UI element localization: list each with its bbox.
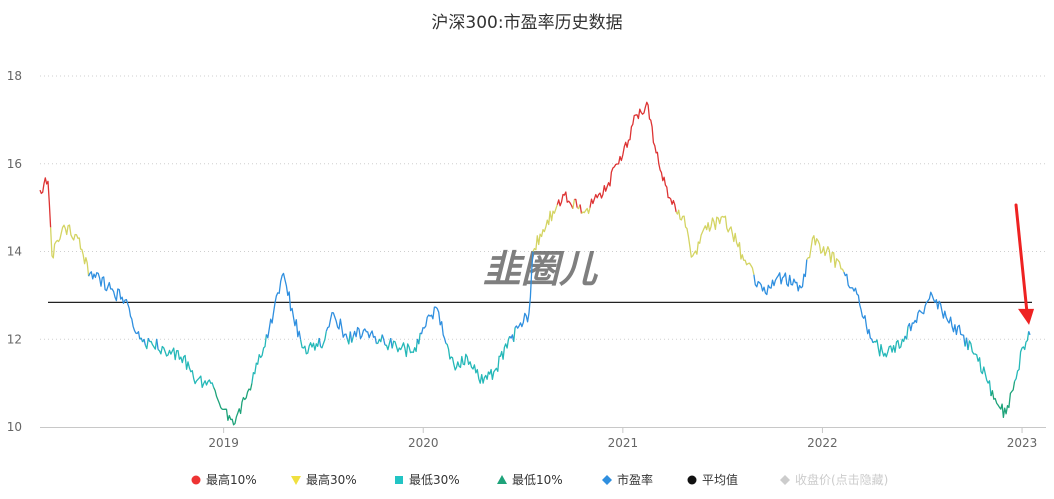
pe-segment-low30 [1014, 331, 1030, 382]
y-tick-label: 16 [7, 157, 22, 171]
pe-segment-low30 [320, 331, 327, 349]
legend-marker[interactable] [191, 475, 201, 485]
pe-segment-mid [352, 326, 378, 344]
pe-segment-mid [509, 334, 515, 342]
annotation-arrow-head [1018, 308, 1035, 325]
pe-segment-low10 [990, 381, 1016, 419]
pe-segment-high30 [532, 204, 558, 252]
pe-segment-low30 [346, 331, 351, 345]
pe-segment-low30 [351, 336, 354, 343]
pe-segment-mid [265, 272, 302, 340]
pe-segment-mid [843, 271, 874, 344]
pe-segment-low30 [251, 334, 268, 384]
pe-segment-mid [156, 338, 159, 350]
watermark-layer: 韭圈儿 [483, 247, 599, 291]
pe-segment-mid [143, 339, 147, 346]
legend-label[interactable]: 收盘价(点击隐藏) [795, 472, 888, 487]
pe-segment-mid [753, 259, 808, 296]
pe-segment-low30 [418, 332, 421, 345]
pe-segment-high30 [576, 204, 581, 210]
watermark-logo: 韭圈儿 [483, 247, 599, 291]
legend-marker[interactable] [687, 475, 697, 485]
pe-segment-high10 [574, 198, 578, 208]
x-tick-label: 2021 [608, 436, 639, 450]
legend-label[interactable]: 最低30% [409, 473, 460, 487]
pe-segment-low30 [905, 326, 909, 340]
pe-segment-low30 [967, 340, 992, 397]
chart-legend: 最高10% 最高30% 最低30% 最低10% 市盈率 平均值 收盘价(点击隐藏) [191, 472, 888, 487]
pe-segment-mid [1028, 331, 1031, 336]
pe-segment-mid [147, 337, 151, 342]
pe-segment-low10 [213, 383, 253, 426]
pe-segment-low30 [391, 338, 419, 358]
x-tick-label: 2019 [208, 436, 239, 450]
legend-marker[interactable] [780, 475, 790, 485]
pe-segment-mid [325, 311, 349, 340]
pe-segment-low30 [144, 338, 149, 350]
legend-label[interactable]: 市盈率 [617, 472, 653, 487]
legend-label[interactable]: 最高30% [306, 472, 357, 487]
pe-series [39, 101, 1031, 426]
pe-segment-mid [318, 337, 322, 347]
legend-label[interactable]: 最高10% [206, 472, 257, 487]
pe-segment-mid [349, 331, 353, 343]
y-tick-label: 12 [7, 332, 22, 346]
x-tick-label: 2020 [408, 436, 439, 450]
pe-segment-mid [419, 306, 447, 344]
legend-marker[interactable] [602, 475, 612, 485]
axis-layer: 10 12 14 16 18 2019 2020 2021 2022 2023 [7, 69, 1046, 450]
pe-segment-low30 [445, 336, 511, 384]
x-tick-label: 2023 [1007, 436, 1038, 450]
legend-label[interactable]: 最低10% [512, 473, 563, 487]
pe-segment-low30 [872, 335, 906, 358]
pe-segment-high30 [581, 207, 591, 215]
y-tick-label: 18 [7, 69, 22, 83]
y-tick-label: 14 [7, 245, 22, 259]
pe-segment-low30 [157, 345, 215, 389]
annotation-arrow-shaft [1014, 203, 1029, 315]
x-tick-label: 2022 [807, 436, 838, 450]
legend-marker[interactable] [395, 476, 403, 484]
pe-segment-mid [381, 334, 386, 346]
pe-segment-high10 [579, 204, 583, 214]
pe-segment-low30 [299, 337, 320, 355]
pe-segment-high10 [39, 177, 52, 228]
pe-segment-high30 [675, 209, 755, 275]
pe-segment-high10 [589, 101, 677, 213]
pe-segment-low30 [376, 334, 383, 345]
annotation-layer [1014, 203, 1035, 325]
legend-marker[interactable] [497, 475, 507, 484]
pe-segment-mid [907, 291, 966, 347]
pe-segment-low30 [149, 338, 158, 350]
pe-segment-low30 [384, 337, 392, 351]
grid-layer [40, 75, 1046, 340]
y-tick-label: 10 [7, 420, 22, 434]
pe-segment-high10 [556, 191, 574, 210]
pe-segment-mid [514, 251, 534, 329]
pe-segment-high30 [806, 235, 845, 273]
pe-segment-low30 [513, 327, 516, 342]
legend-marker[interactable] [291, 476, 301, 485]
chart-title: 沪深300:市盈率历史数据 [431, 13, 623, 33]
pe-segment-high30 [49, 224, 90, 277]
legend-label[interactable]: 平均值 [702, 472, 738, 487]
pe-segment-mid [88, 271, 141, 340]
pe-segment-high30 [572, 199, 576, 209]
